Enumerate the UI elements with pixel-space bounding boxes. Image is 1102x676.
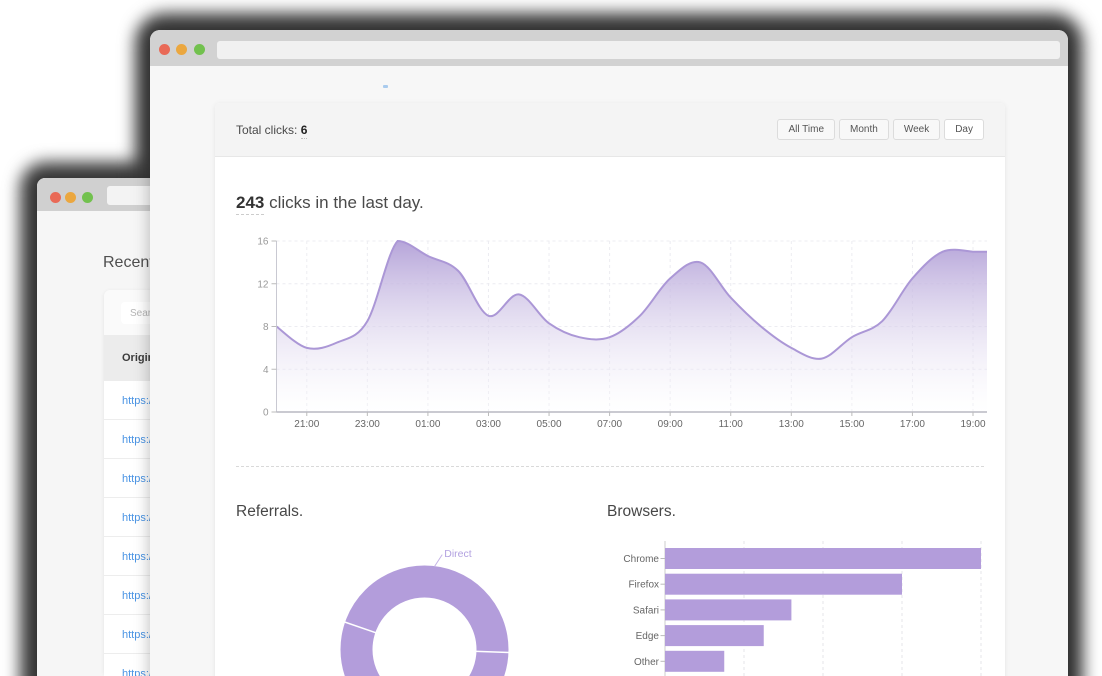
month-button[interactable]: Month	[839, 119, 889, 140]
svg-text:19:00: 19:00	[960, 419, 985, 430]
svg-text:Other: Other	[634, 657, 660, 668]
original-url-link[interactable]: https://	[122, 551, 156, 563]
maximize-window-icon[interactable]	[193, 44, 205, 55]
browsers-bar-chart: Chrome Firefox Safari Edge Other	[623, 541, 982, 676]
original-url-link[interactable]: https://	[122, 629, 156, 641]
svg-text:Edge: Edge	[636, 631, 660, 642]
svg-text:17:00: 17:00	[900, 419, 925, 430]
svg-text:4: 4	[263, 365, 269, 376]
svg-text:01:00: 01:00	[415, 419, 440, 430]
original-url-link[interactable]: https://	[122, 473, 156, 485]
total-clicks-value: 6	[300, 122, 308, 139]
tiny-blue-mark	[383, 85, 388, 88]
svg-text:23:00: 23:00	[355, 419, 380, 430]
svg-text:13:00: 13:00	[779, 419, 804, 430]
close-window-icon[interactable]	[158, 44, 170, 55]
svg-text:Direct: Direct	[444, 548, 472, 560]
analytics-card: Total clicks: 6 All Time Month Week Day …	[215, 103, 1005, 676]
svg-text:09:00: 09:00	[658, 419, 683, 430]
svg-text:12: 12	[257, 279, 269, 290]
svg-text:11:00: 11:00	[719, 419, 744, 430]
analytics-card-header: Total clicks: 6 All Time Month Week Day	[215, 103, 1005, 157]
address-bar[interactable]	[217, 41, 1060, 59]
referrals-section-title: Referrals.	[236, 503, 304, 520]
clicks-count: 243	[236, 193, 265, 215]
day-button[interactable]: Day	[944, 119, 984, 140]
date-range-selector: All Time Month Week Day	[777, 119, 984, 140]
original-url-link[interactable]: https://	[122, 434, 156, 446]
svg-text:Chrome: Chrome	[623, 554, 659, 565]
clicks-headline-text: clicks in the last day.	[264, 193, 424, 212]
maximize-window-icon[interactable]	[81, 191, 93, 203]
section-divider	[236, 466, 984, 467]
titlebar	[150, 30, 1068, 66]
svg-text:05:00: 05:00	[537, 419, 562, 430]
minimize-window-icon[interactable]	[176, 44, 187, 55]
svg-text:Safari: Safari	[633, 605, 659, 616]
original-url-link[interactable]: https://	[122, 668, 156, 676]
svg-text:03:00: 03:00	[476, 419, 501, 430]
svg-text:21:00: 21:00	[294, 419, 319, 430]
svg-text:15:00: 15:00	[839, 419, 864, 430]
svg-text:Firefox: Firefox	[628, 580, 659, 591]
total-clicks-label: Total clicks: 6	[236, 122, 308, 139]
minimize-window-icon[interactable]	[64, 191, 76, 203]
original-url-link[interactable]: https://	[122, 590, 156, 602]
referrals-donut-chart: Direct	[340, 548, 511, 676]
original-url-link[interactable]: https://	[122, 395, 156, 407]
svg-text:07:00: 07:00	[597, 419, 622, 430]
close-window-icon[interactable]	[49, 191, 61, 203]
total-clicks-text: Total clicks:	[236, 122, 298, 137]
page-title: Recent	[103, 254, 154, 271]
svg-text:0: 0	[263, 408, 269, 419]
original-url-link[interactable]: https://	[122, 512, 156, 524]
week-button[interactable]: Week	[892, 119, 941, 140]
svg-text:8: 8	[263, 322, 269, 333]
front-browser-window: Total clicks: 6 All Time Month Week Day …	[150, 30, 1068, 676]
clicks-area-chart: 0 4 8 12 16 21:00 23:00 01:00 03:00 05:00 07:00 09:…	[257, 237, 987, 430]
clicks-headline: 243 clicks in the last day.	[236, 193, 424, 215]
all-time-button[interactable]: All Time	[777, 119, 836, 140]
svg-text:16: 16	[257, 237, 269, 248]
browsers-section-title: Browsers.	[607, 503, 676, 520]
